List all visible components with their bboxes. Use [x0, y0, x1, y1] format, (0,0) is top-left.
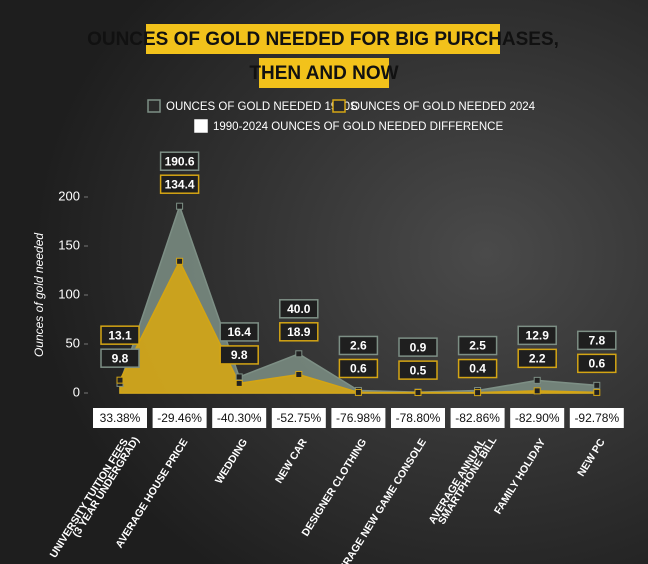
marker: [474, 389, 482, 397]
difference-label: -52.75%: [276, 411, 321, 425]
data-label-box: [517, 325, 557, 346]
difference-label: -76.98%: [336, 411, 381, 425]
data-label: 0.4: [469, 362, 486, 376]
y-tick-label: 200: [58, 188, 80, 203]
title-bg: [259, 58, 389, 88]
data-label: 9.8: [112, 351, 129, 365]
data-label-box: [159, 151, 200, 171]
marker: [533, 376, 541, 384]
data-label: 2.5: [469, 339, 486, 353]
difference-label: -92.78%: [574, 411, 619, 425]
data-label-box: [100, 348, 140, 368]
difference-box: [391, 408, 445, 428]
data-label-box: [457, 335, 498, 356]
difference-label: -82.86%: [455, 411, 500, 425]
marker: [533, 387, 541, 395]
data-label: 2.2: [529, 352, 546, 366]
difference-label: -29.46%: [157, 411, 202, 425]
marker: [593, 381, 601, 389]
data-label: 0.6: [350, 362, 367, 376]
marker: [593, 388, 601, 396]
legend-swatch: [147, 99, 161, 113]
difference-label: -82.90%: [515, 411, 560, 425]
chart-title: THEN AND NOW: [249, 63, 398, 84]
data-label: 0.5: [410, 363, 427, 377]
data-label: 16.4: [228, 325, 252, 339]
legend-label: OUNCES OF GOLD NEEDED 2024: [351, 101, 536, 113]
legend-label: OUNCES OF GOLD NEEDED 1990S: [166, 101, 358, 113]
data-label-box: [398, 360, 438, 380]
y-tick-label: 100: [58, 286, 80, 301]
marker: [295, 370, 303, 378]
data-label-box: [517, 348, 557, 369]
data-label-box: [577, 330, 617, 351]
marker: [354, 388, 362, 396]
data-label: 13.1: [108, 328, 132, 342]
difference-label: -78.80%: [396, 411, 441, 425]
difference-box: [331, 408, 386, 428]
data-label-box: [100, 325, 140, 345]
data-label-box: [398, 337, 438, 357]
difference-box: [450, 408, 505, 428]
difference-label: -40.30%: [217, 411, 262, 425]
data-label: 12.9: [526, 329, 550, 343]
marker: [295, 350, 303, 358]
data-label: 0.6: [588, 357, 605, 371]
data-label: 0.9: [410, 340, 427, 354]
data-label: 40.0: [287, 302, 311, 316]
difference-box: [510, 408, 565, 428]
y-tick-label: 50: [66, 335, 80, 350]
difference-box: [271, 408, 326, 428]
legend-swatch: [332, 99, 346, 113]
marker: [176, 257, 184, 265]
data-label: 2.6: [350, 339, 367, 353]
data-label: 134.4: [165, 177, 195, 191]
title-bg: [146, 24, 500, 54]
data-label: 190.6: [165, 154, 195, 168]
legend-label: 1990-2024 OUNCES OF GOLD NEEDED DIFFEREN…: [213, 121, 503, 133]
marker: [176, 202, 184, 210]
y-axis-label: Ounces of gold needed: [32, 233, 46, 357]
data-label: 18.9: [287, 325, 311, 339]
y-tick-label: 0: [73, 384, 80, 399]
data-label-box: [338, 358, 379, 379]
data-label-box: [279, 299, 319, 319]
data-label-box: [577, 353, 617, 374]
data-label-box: [219, 322, 259, 342]
data-label-box: [338, 335, 379, 356]
data-label-box: [159, 174, 200, 194]
difference-box: [152, 408, 207, 428]
marker: [414, 389, 422, 397]
marker: [116, 376, 124, 384]
marker: [235, 379, 243, 387]
difference-box: [212, 408, 267, 428]
data-label-box: [457, 358, 498, 379]
data-label-box: [279, 322, 319, 342]
marker: [235, 373, 243, 381]
difference-label: 33.38%: [100, 411, 141, 425]
difference-box: [569, 408, 624, 428]
legend-swatch: [194, 119, 208, 133]
data-label-box: [219, 345, 259, 365]
chart-title: OUNCES OF GOLD NEEDED FOR BIG PURCHASES,: [87, 29, 559, 50]
data-label: 7.8: [588, 334, 605, 348]
data-label: 9.8: [231, 348, 248, 362]
difference-box: [93, 408, 147, 428]
y-tick-label: 150: [58, 237, 80, 252]
